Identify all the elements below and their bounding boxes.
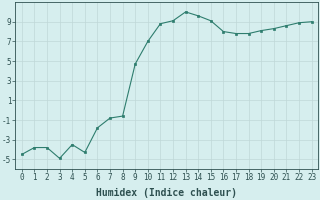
X-axis label: Humidex (Indice chaleur): Humidex (Indice chaleur) <box>96 188 237 198</box>
